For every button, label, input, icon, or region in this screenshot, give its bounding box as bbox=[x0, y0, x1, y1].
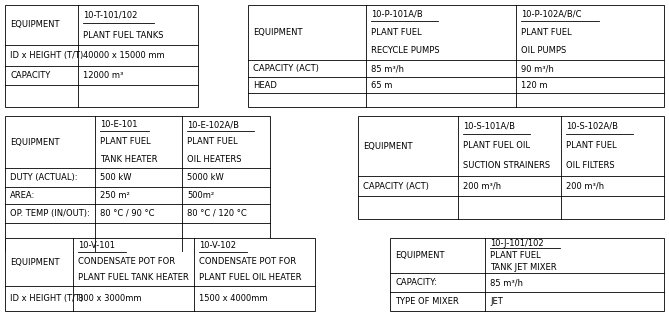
Text: EQUIPMENT: EQUIPMENT bbox=[10, 21, 60, 29]
Text: 10-P-101A/B: 10-P-101A/B bbox=[371, 10, 423, 19]
Text: PLANT FUEL: PLANT FUEL bbox=[371, 28, 422, 37]
Text: TANK HEATER: TANK HEATER bbox=[100, 155, 158, 164]
Text: CAPACITY:: CAPACITY: bbox=[395, 278, 438, 287]
Bar bbox=[5, 5, 198, 107]
Bar bbox=[358, 116, 664, 219]
Text: PLANT FUEL: PLANT FUEL bbox=[567, 142, 617, 150]
Text: 85 m³/h: 85 m³/h bbox=[371, 64, 404, 73]
Text: TYPE OF MIXER: TYPE OF MIXER bbox=[395, 297, 459, 306]
Text: 500 kW: 500 kW bbox=[100, 173, 132, 182]
Text: 5000 kW: 5000 kW bbox=[187, 173, 224, 182]
Text: 10-E-102A/B: 10-E-102A/B bbox=[187, 120, 240, 129]
Text: PLANT FUEL: PLANT FUEL bbox=[100, 137, 151, 147]
Text: 10-J-101/102: 10-J-101/102 bbox=[490, 239, 544, 248]
Text: 10-V-101: 10-V-101 bbox=[78, 241, 115, 251]
Text: 1500 x 4000mm: 1500 x 4000mm bbox=[199, 294, 268, 303]
Text: PLANT FUEL TANK HEATER: PLANT FUEL TANK HEATER bbox=[78, 274, 189, 283]
Text: 65 m: 65 m bbox=[371, 81, 393, 89]
Text: SUCTION STRAINERS: SUCTION STRAINERS bbox=[464, 161, 551, 171]
Text: 250 m²: 250 m² bbox=[100, 191, 130, 200]
Text: 800 x 3000mm: 800 x 3000mm bbox=[78, 294, 142, 303]
Text: 40000 x 15000 mm: 40000 x 15000 mm bbox=[84, 51, 165, 60]
Text: RECYCLE PUMPS: RECYCLE PUMPS bbox=[371, 46, 440, 55]
Text: AREA:: AREA: bbox=[10, 191, 35, 200]
Bar bbox=[248, 5, 664, 107]
Text: 90 m³/h: 90 m³/h bbox=[521, 64, 554, 73]
Text: ID x HEIGHT (T/T): ID x HEIGHT (T/T) bbox=[10, 51, 84, 60]
Text: OIL PUMPS: OIL PUMPS bbox=[521, 46, 567, 55]
Text: CAPACITY (ACT): CAPACITY (ACT) bbox=[254, 64, 319, 73]
Text: ID x HEIGHT (T/T): ID x HEIGHT (T/T) bbox=[10, 294, 84, 303]
Text: PLANT FUEL: PLANT FUEL bbox=[490, 251, 541, 260]
Text: 500m²: 500m² bbox=[187, 191, 215, 200]
Text: CAPACITY: CAPACITY bbox=[10, 71, 51, 80]
Text: TANK JET MIXER: TANK JET MIXER bbox=[490, 263, 557, 272]
Text: 10-T-101/102: 10-T-101/102 bbox=[84, 10, 138, 20]
Text: PLANT FUEL: PLANT FUEL bbox=[521, 28, 572, 37]
Text: EQUIPMENT: EQUIPMENT bbox=[254, 28, 303, 37]
Text: HEAD: HEAD bbox=[254, 81, 277, 89]
Text: PLANT FUEL OIL: PLANT FUEL OIL bbox=[464, 142, 531, 150]
Text: CONDENSATE POT FOR: CONDENSATE POT FOR bbox=[78, 258, 175, 266]
Text: EQUIPMENT: EQUIPMENT bbox=[10, 258, 60, 266]
Text: OP. TEMP (IN/OUT):: OP. TEMP (IN/OUT): bbox=[10, 209, 90, 218]
Text: 200 m³/h: 200 m³/h bbox=[464, 181, 502, 191]
Text: CONDENSATE POT FOR: CONDENSATE POT FOR bbox=[199, 258, 296, 266]
Text: 10-P-102A/B/C: 10-P-102A/B/C bbox=[521, 10, 582, 19]
Text: 80 °C / 90 °C: 80 °C / 90 °C bbox=[100, 209, 155, 218]
Text: 10-S-101A/B: 10-S-101A/B bbox=[464, 121, 515, 131]
Text: CAPACITY (ACT): CAPACITY (ACT) bbox=[363, 181, 429, 191]
Text: EQUIPMENT: EQUIPMENT bbox=[395, 251, 445, 260]
Text: OIL FILTERS: OIL FILTERS bbox=[567, 161, 615, 171]
Text: 10-V-102: 10-V-102 bbox=[199, 241, 236, 251]
Text: 10-S-102A/B: 10-S-102A/B bbox=[567, 121, 618, 131]
Text: 120 m: 120 m bbox=[521, 81, 548, 89]
Bar bbox=[390, 238, 664, 311]
Text: OIL HEATERS: OIL HEATERS bbox=[187, 155, 242, 164]
Text: PLANT FUEL: PLANT FUEL bbox=[187, 137, 238, 147]
Text: 85 m³/h: 85 m³/h bbox=[490, 278, 523, 287]
Text: 10-E-101: 10-E-101 bbox=[100, 120, 138, 129]
Text: 12000 m³: 12000 m³ bbox=[84, 71, 124, 80]
Text: PLANT FUEL TANKS: PLANT FUEL TANKS bbox=[84, 31, 164, 40]
Bar bbox=[5, 238, 315, 311]
Text: DUTY (ACTUAL):: DUTY (ACTUAL): bbox=[10, 173, 78, 182]
Text: EQUIPMENT: EQUIPMENT bbox=[363, 142, 413, 150]
Text: PLANT FUEL OIL HEATER: PLANT FUEL OIL HEATER bbox=[199, 274, 302, 283]
Text: EQUIPMENT: EQUIPMENT bbox=[10, 137, 60, 147]
Text: 80 °C / 120 °C: 80 °C / 120 °C bbox=[187, 209, 247, 218]
Bar bbox=[5, 116, 270, 251]
Text: 200 m³/h: 200 m³/h bbox=[567, 181, 605, 191]
Text: JET: JET bbox=[490, 297, 503, 306]
